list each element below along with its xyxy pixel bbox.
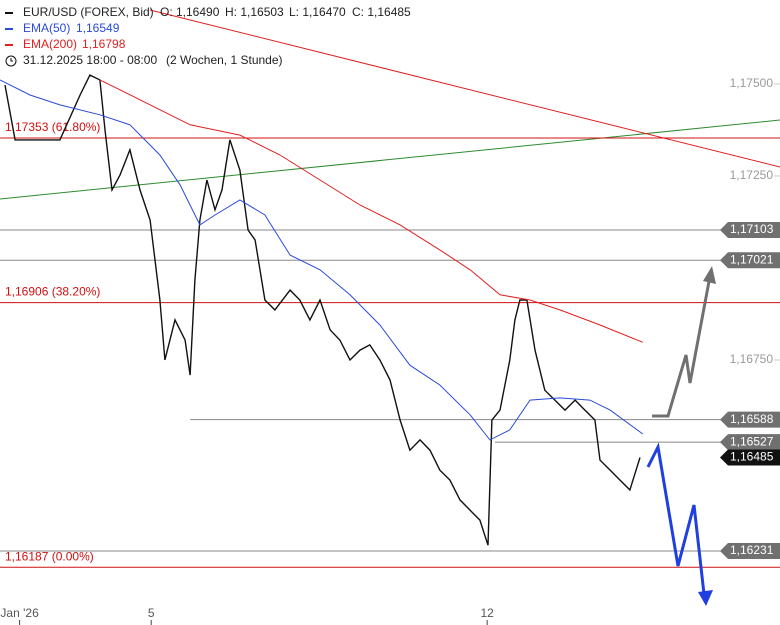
price-tag: [720, 434, 780, 451]
arrow-down: [646, 442, 706, 595]
price-tag: [720, 252, 780, 269]
price-tag: [720, 449, 780, 466]
range: (2 Wochen, 1 Stunde): [166, 53, 283, 67]
x-tick-label: 5: [148, 606, 155, 620]
legend-value: 1,16798: [82, 37, 126, 51]
plot-area: 1,17500 1,17250 1,16750 Jan '26 5 12 1,17353 (…: [0, 74, 780, 625]
price-tag: [720, 543, 780, 560]
ohlc: H: 1,16503: [225, 5, 284, 19]
ohlc: L: 1,16470: [289, 5, 346, 19]
trendline: [149, 9, 780, 168]
y-tick-label: 1,17500: [730, 76, 774, 90]
arrow-head: [703, 266, 716, 284]
price-tag-label: 1,16588: [730, 412, 774, 426]
price-tag-label: 1,17103: [730, 222, 774, 236]
price-tag-label: 1,16485: [730, 450, 774, 464]
level-label: 1,16187 (0.00%): [5, 549, 94, 563]
trendlines: [0, 9, 780, 200]
y-tick-label: 1,16750: [730, 352, 774, 366]
arrow-up: [652, 275, 712, 418]
legend-name: EMA(200): [23, 37, 77, 51]
x-tick-label: Jan '26: [0, 606, 39, 620]
arrow-head: [698, 590, 713, 606]
arrows: [646, 266, 716, 606]
price-tag: [720, 411, 780, 428]
price-line: [4, 74, 641, 546]
price-tag-label: 1,17021: [730, 252, 774, 266]
legend-name: EMA(50): [23, 21, 70, 35]
header: EUR/USD (FOREX, Bid) O: 1,16490 H: 1,165…: [5, 5, 411, 67]
ema-line: [0, 79, 644, 441]
symbol: EUR/USD (FOREX, Bid): [23, 5, 154, 19]
ema-line: [99, 79, 643, 343]
legend-value: 1,16549: [76, 21, 120, 35]
price-tag: [720, 222, 780, 239]
x-tick-label: 12: [480, 606, 494, 620]
price-tag-label: 1,16231: [730, 543, 774, 557]
y-tick-label: 1,17250: [730, 168, 774, 182]
level-label: 1,17353 (61.80%): [5, 120, 100, 134]
price-tag-label: 1,16527: [730, 434, 774, 448]
level-label: 1,16906 (38.20%): [5, 285, 100, 299]
clock-icon: [10, 58, 13, 62]
period: 31.12.2025 18:00 - 08:00: [23, 53, 157, 67]
trendline: [0, 119, 780, 200]
ohlc: O: 1,16490: [160, 5, 220, 19]
ohlc: C: 1,16485: [352, 5, 411, 19]
clock-icon: [5, 55, 17, 67]
